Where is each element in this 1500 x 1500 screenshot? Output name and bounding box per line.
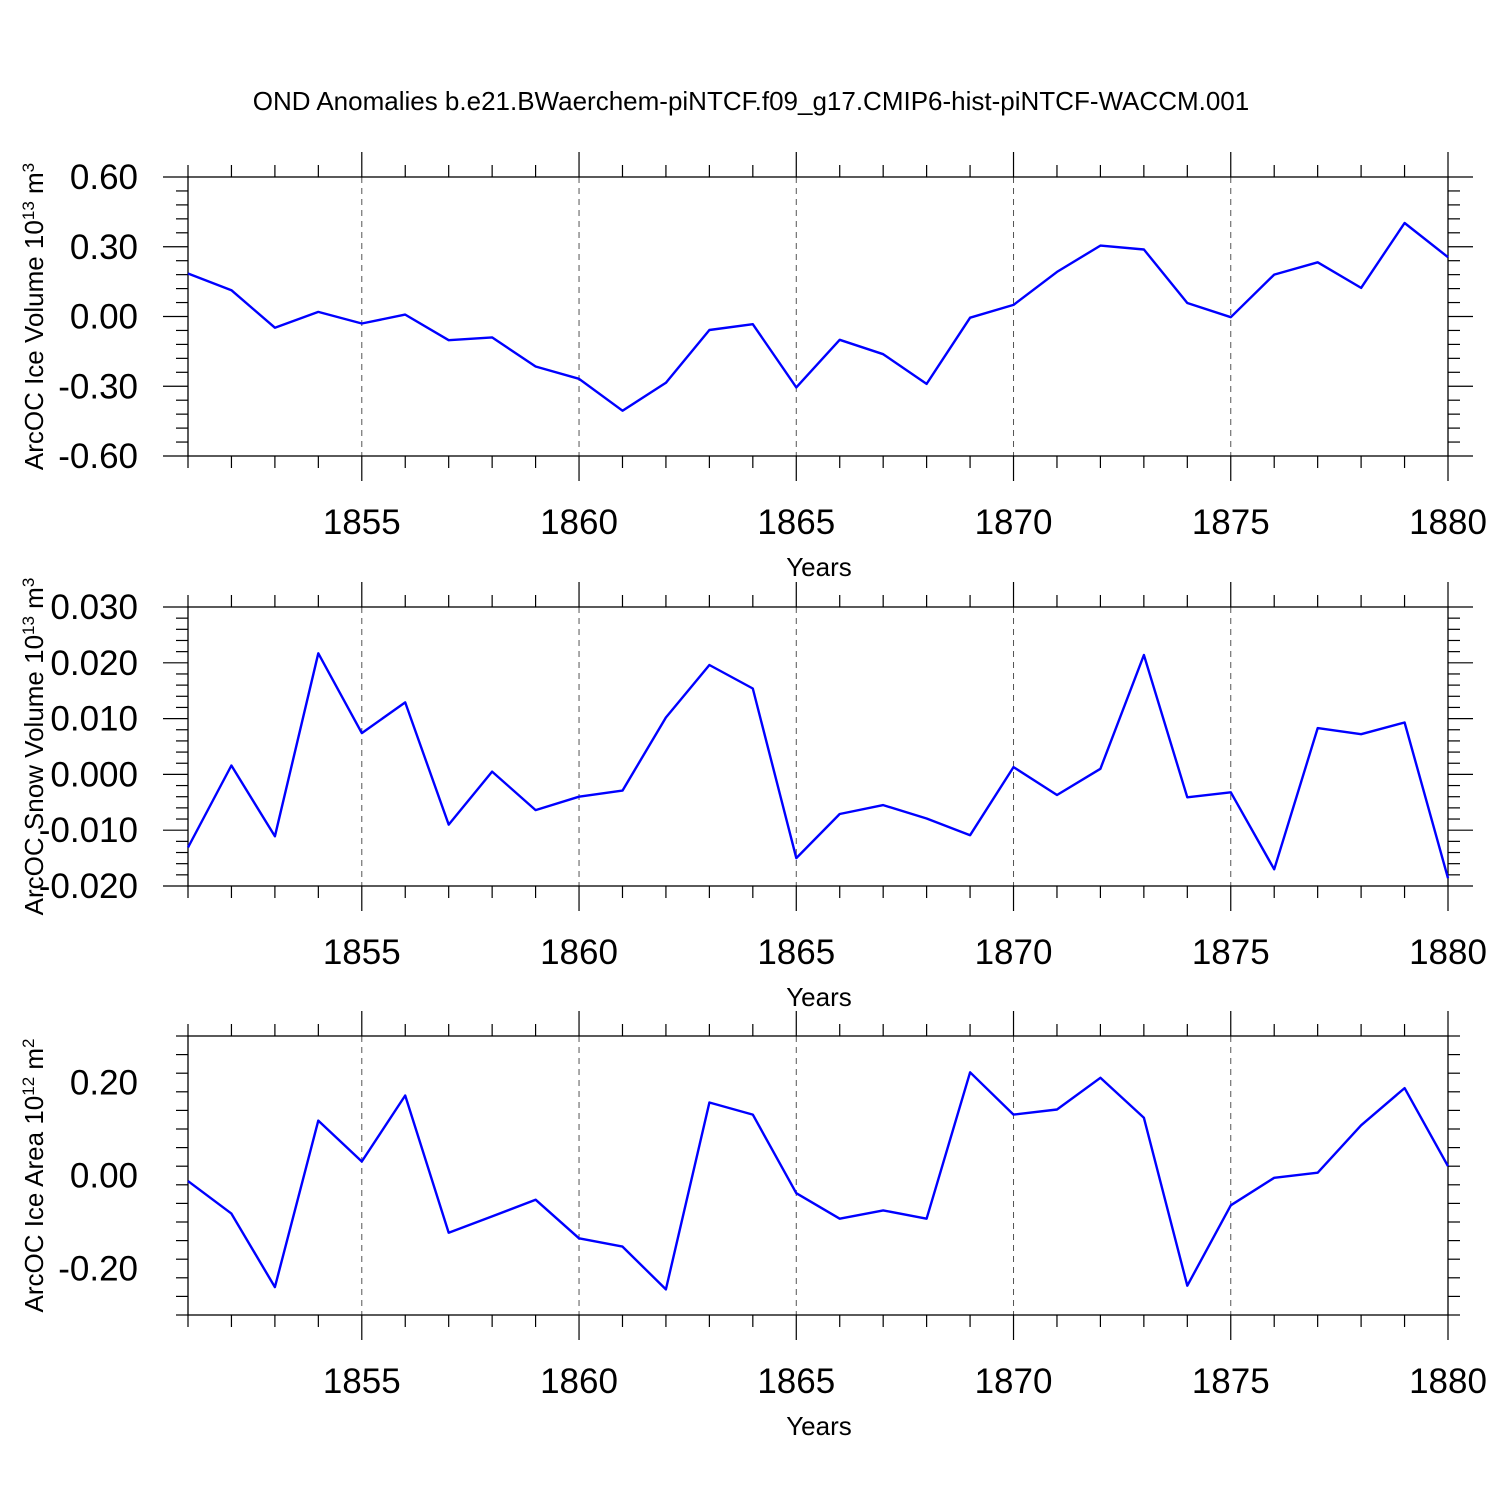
y-tick-label: -0.30 — [58, 367, 138, 406]
y-axis-label-exponent: 2 — [19, 1038, 38, 1047]
x-tick-label: 1855 — [323, 1362, 401, 1401]
chart-title: OND Anomalies b.e21.BWaerchem-piNTCF.f09… — [253, 86, 1249, 116]
y-axis-label-text: ArcOC Snow Volume 10 — [19, 635, 49, 915]
plot-frame — [187, 606, 1449, 887]
y-tick-label: 0.000 — [50, 755, 138, 794]
panel-snow-volume: 1855 1860 1865 1870 1875 1880 Years -0.020 -0.01… — [19, 578, 1487, 1012]
x-tick-label: 1875 — [1192, 933, 1270, 972]
x-tick-label: 1855 — [323, 933, 401, 972]
x-tick-label: 1870 — [975, 933, 1053, 972]
x-tick-label: 1875 — [1192, 503, 1270, 542]
y-axis-label-text: ArcOC Ice Area 10 — [19, 1096, 49, 1313]
series-line-snow-volume — [186, 652, 1450, 879]
y-tick-label: 0.30 — [70, 228, 138, 267]
y-axis-label-text: m — [19, 172, 49, 201]
x-tick-label: 1870 — [975, 1362, 1053, 1401]
x-tick-label: 1880 — [1409, 1362, 1487, 1401]
y-tick-label: 0.010 — [50, 700, 138, 739]
x-tick-label: 1880 — [1409, 933, 1487, 972]
x-tick-label: 1870 — [975, 503, 1053, 542]
x-tick-label: 1855 — [323, 503, 401, 542]
y-axis-label-exponent: 12 — [19, 1077, 38, 1096]
y-axis-label-exponent: 3 — [19, 578, 38, 587]
series-line-ice-volume — [187, 221, 1449, 412]
y-tick-label: 0.00 — [70, 298, 138, 337]
y-axis-label-exponent: 13 — [19, 201, 38, 220]
y-axis-label-exponent: 13 — [19, 616, 38, 635]
x-tick-label: 1860 — [540, 503, 618, 542]
x-axis-label: Years — [786, 1411, 852, 1441]
y-tick-label: -0.20 — [58, 1250, 138, 1289]
plot-frame — [187, 1035, 1449, 1316]
series-line-ice-area — [187, 1071, 1450, 1291]
y-tick-label: 0.20 — [70, 1064, 138, 1103]
x-tick-label: 1865 — [757, 1362, 835, 1401]
y-tick-label: -0.60 — [58, 437, 138, 476]
y-tick-label: 0.030 — [50, 588, 138, 627]
x-tick-label: 1875 — [1192, 1362, 1270, 1401]
x-axis-label: Years — [786, 982, 852, 1012]
y-tick-label: 0.60 — [70, 158, 138, 197]
x-tick-label: 1865 — [757, 503, 835, 542]
x-tick-label: 1860 — [540, 933, 618, 972]
panel-ice-area: 1855 1860 1865 1870 1875 1880 Years -0.20 0.00 0.… — [19, 1011, 1487, 1441]
x-tick-label: 1865 — [757, 933, 835, 972]
y-axis-label-text: m — [19, 587, 49, 616]
panel-ice-volume: 1855 1860 1865 1870 1875 1880 Years -0.60 -0.30 0… — [19, 152, 1487, 582]
y-axis-label-exponent: 3 — [19, 163, 38, 172]
y-tick-label: -0.010 — [39, 811, 138, 850]
x-tick-label: 1860 — [540, 1362, 618, 1401]
x-axis-label: Years — [786, 552, 852, 582]
y-axis-label: ArcOC Ice Volume 1013 m3 — [19, 163, 50, 470]
y-axis-label: ArcOC Ice Area 1012 m2 — [19, 1038, 50, 1312]
y-tick-label: 0.020 — [50, 644, 138, 683]
x-tick-label: 1880 — [1409, 503, 1487, 542]
y-axis-label: ArcOC Snow Volume 1013 m3 — [19, 578, 50, 916]
y-axis-label-text: m — [19, 1048, 49, 1077]
y-tick-label: -0.020 — [39, 867, 138, 906]
plot-frame — [187, 176, 1449, 457]
y-tick-label: 0.00 — [70, 1157, 138, 1196]
y-axis-label-text: ArcOC Ice Volume 10 — [19, 220, 49, 470]
